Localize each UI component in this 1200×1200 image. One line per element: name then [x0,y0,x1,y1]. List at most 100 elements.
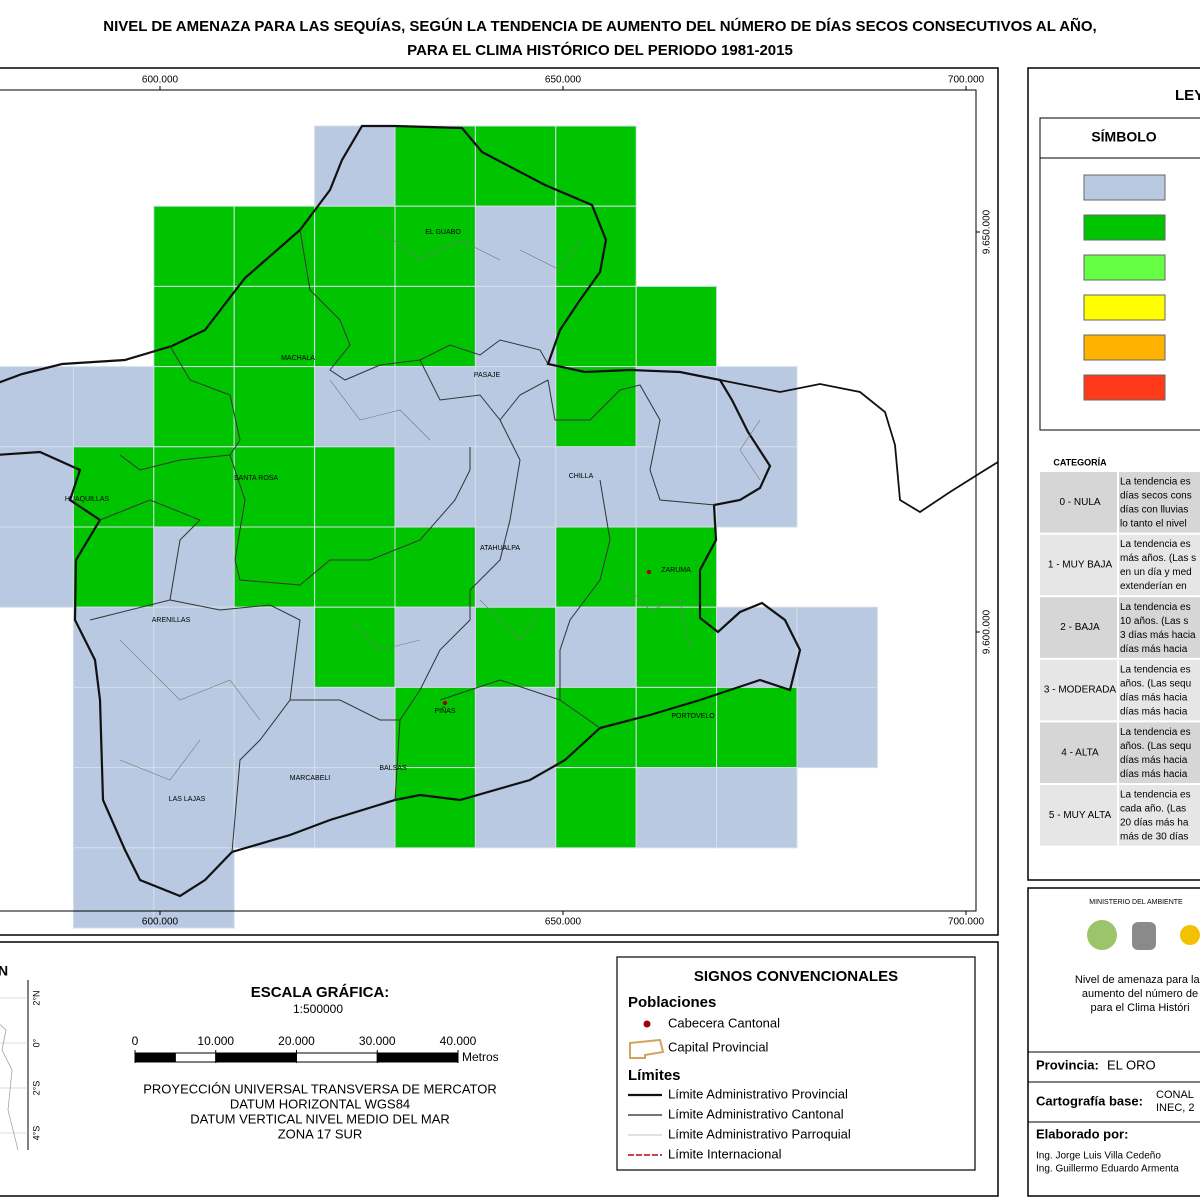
threat-cell [153,526,235,608]
map-area: EL GUABO MACHALA PASAJE CHILLA HUAQUILLAS SAN… [0,124,999,929]
easting-label: 700.000 [948,917,985,928]
easting-label: 650.000 [545,75,582,86]
category-header-bg [1040,453,1200,472]
limit-item: Límite Administrativo Cantonal [668,1106,844,1121]
category-row [1040,659,1200,721]
cantonal-seat-symbol [643,1020,651,1028]
category-description: extenderían en [1120,581,1187,592]
threat-cell [233,285,316,368]
threat-cell [153,285,235,368]
scale-tick-label: 10.000 [197,1034,234,1048]
map-outer-frame [0,67,999,936]
threat-cell [314,446,396,528]
threat-cell [635,606,718,688]
threat-cell [474,606,557,688]
base-value: INEC, 2 [1156,1102,1195,1114]
category-name: 0 - NULA [1059,497,1100,508]
category-description: días secos cons [1120,491,1192,502]
threat-cell [716,366,798,448]
symbol-header: SÍMBOLO [1091,129,1156,145]
signs-title: SIGNOS CONVENCIONALES [694,968,898,985]
author: Ing. Guillermo Eduardo Armenta [1036,1164,1179,1175]
category-description: días más hacia [1120,692,1188,703]
limits-header: Límites [628,1067,681,1084]
category-row [1040,785,1200,846]
threat-cell [474,526,557,608]
threat-cell [555,285,637,368]
cantonal-boundary [439,679,561,701]
cantonal-boundary [394,419,521,801]
threat-cell [314,366,396,448]
category-description: años. (Las sequ [1120,678,1191,689]
threat-cell [474,125,557,207]
scale-segment [376,1052,459,1063]
parish-boundary [119,639,261,721]
limit-item: Límite Administrativo Provincial [668,1086,848,1101]
threat-cell [72,606,155,688]
place-label: ZARUMA [661,567,691,574]
parish-boundary [619,579,691,651]
place-label: PASAJE [474,372,501,379]
scale-segment [134,1052,176,1063]
northing-label: 9.650.000 [982,209,993,254]
legend-frame [1027,67,1200,881]
threat-cell [394,767,476,849]
cantonal-seat [646,569,652,575]
category-description: La tendencia es [1120,477,1191,488]
threat-cell [72,767,155,849]
threat-cell [796,606,878,688]
threat-cell [635,285,718,368]
threat-cell [555,205,637,287]
category-name: 4 - ALTA [1061,747,1099,758]
threat-cell [394,606,476,688]
author: Ing. Jorge Luis Villa Cedeño [1036,1151,1161,1162]
parish-boundary [349,619,421,651]
map-inner-frame [0,89,977,912]
cantonal-boundary [169,599,301,853]
threat-cell [474,285,557,368]
cantonal-boundary [229,447,471,586]
place-label: MACHALA [281,355,315,362]
easting-label: 600.000 [142,75,179,86]
category-name: 3 - MODERADA [1044,685,1117,696]
cantonal-boundary [299,229,549,381]
threat-cell [394,686,476,769]
threat-cell [394,526,476,608]
parish-boundary [739,419,761,481]
place-label: HUAQUILLAS [65,496,110,503]
threat-cell [153,205,235,287]
projection-line: DATUM VERTICAL NIVEL MEDIO DEL MAR [190,1111,450,1126]
legend-swatch [1083,294,1166,321]
category-description: días más hacia [1120,644,1188,655]
category-row [1040,597,1200,658]
projection-line: DATUM HORIZONTAL WGS84 [230,1096,410,1111]
scale-segment [174,1052,217,1063]
category-header: CATEGORÍA [1053,457,1107,467]
category-description: La tendencia es [1120,602,1191,613]
threat-cell [153,606,235,688]
international-boundary [719,379,999,514]
credits-description: aumento del número de [1082,988,1198,1000]
threat-cell [314,205,396,287]
category-description: en un día y med [1120,567,1192,578]
logo-tree [1087,920,1117,950]
threat-cell [72,686,155,769]
easting-label: 700.000 [948,75,985,86]
threat-cell [635,767,718,849]
threat-cell [314,686,396,769]
category-description: días más hacia [1120,769,1188,780]
parish-boundary [379,229,501,261]
parish-boundary [519,239,581,271]
threat-cell [555,366,637,448]
inset-lat-label: 2°S [31,1081,41,1096]
province-value: EL ORO [1107,1057,1156,1072]
scale-unit: Metros [462,1050,499,1064]
category-name: 5 - MUY ALTA [1049,810,1112,821]
threat-cell [394,446,476,528]
threat-cell [394,366,476,448]
threat-cell [635,686,718,769]
place-label: LAS LAJAS [169,796,206,803]
signs-frame [616,956,976,1171]
legend-swatch [1083,334,1166,361]
easting-label: 600.000 [142,917,179,928]
